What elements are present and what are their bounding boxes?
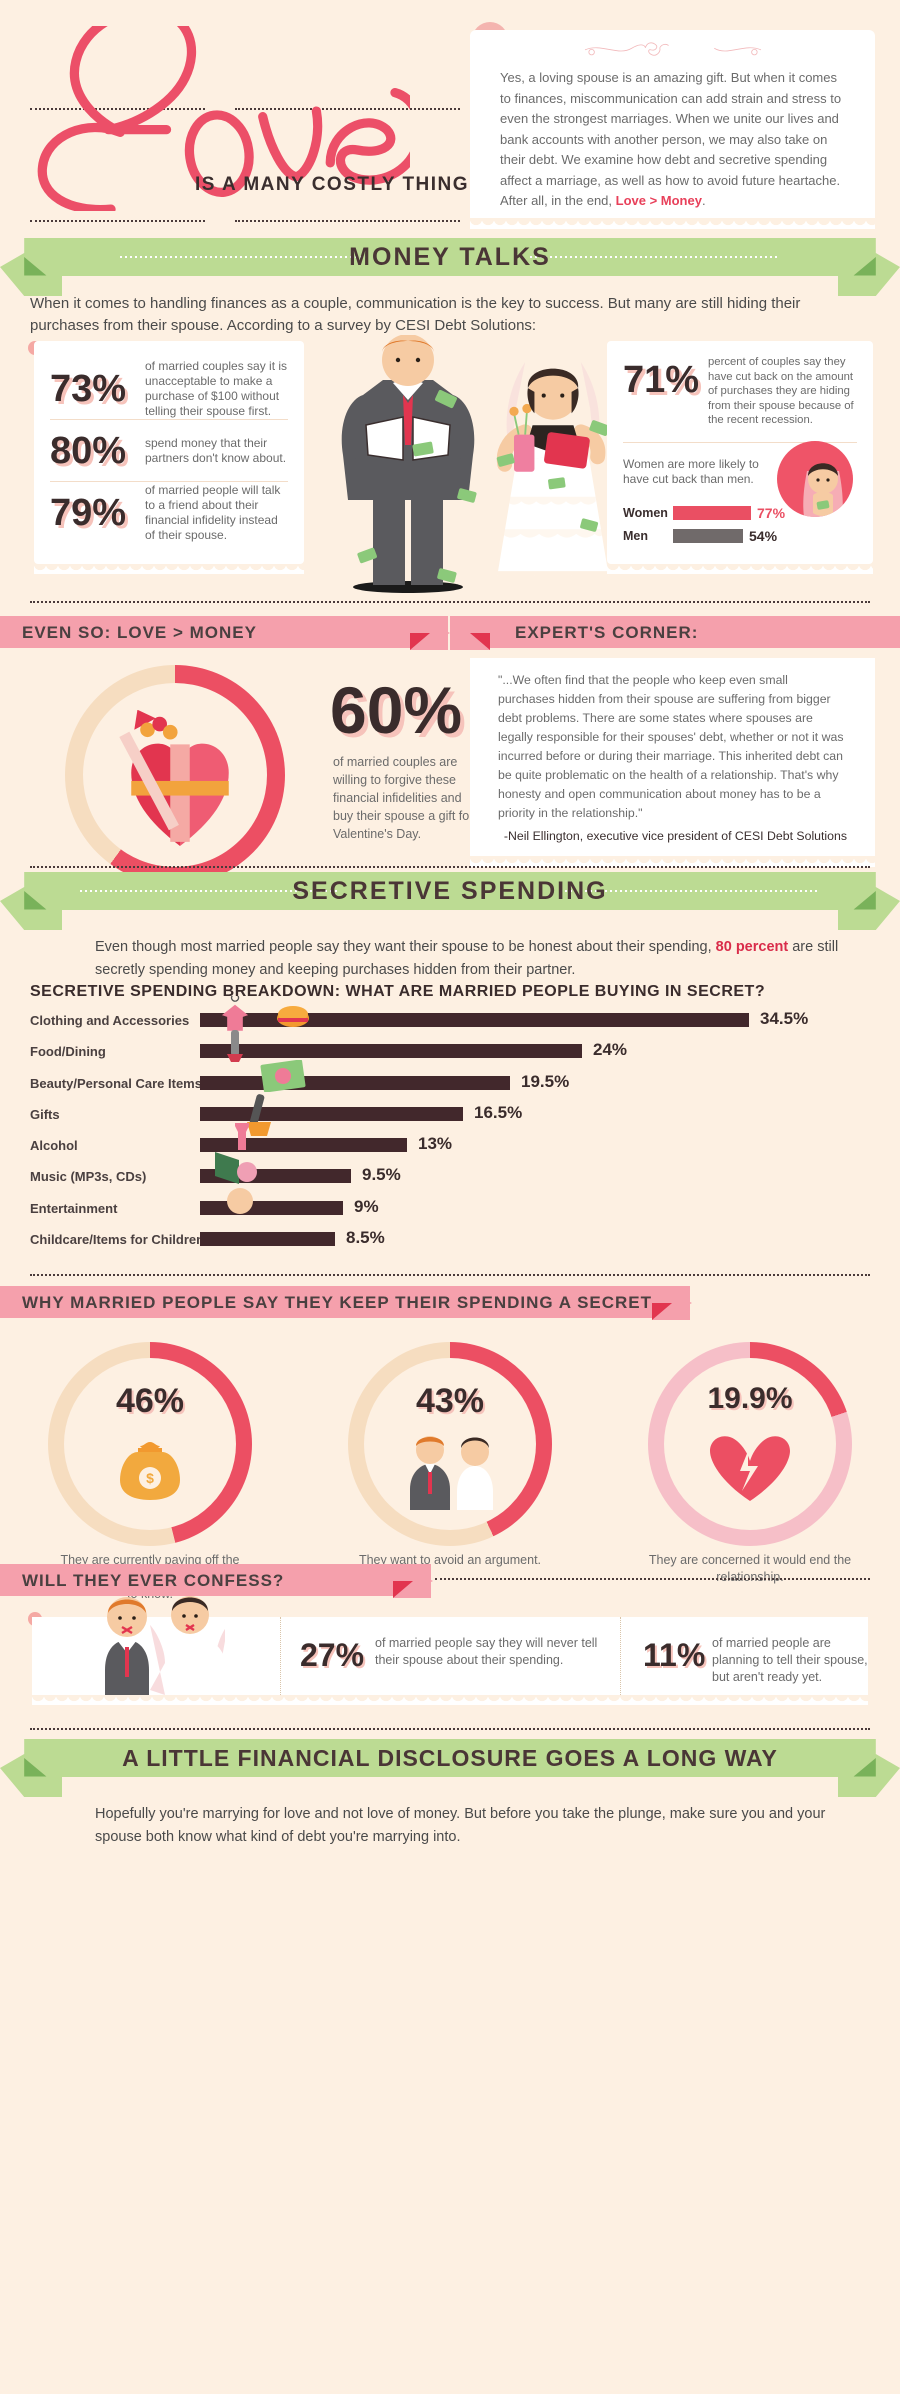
svg-text:A LITTLE FINANCIAL DISCLOSURE: A LITTLE FINANCIAL DISCLOSURE GOES A LON… — [122, 1745, 778, 1771]
svg-text:EVEN SO: LOVE > MONEY: EVEN SO: LOVE > MONEY — [22, 623, 257, 642]
svg-text:WILL THEY EVER CONFESS?: WILL THEY EVER CONFESS? — [22, 1571, 284, 1590]
svg-text:$: $ — [146, 1470, 154, 1486]
svg-text:EXPERT'S CORNER:: EXPERT'S CORNER: — [515, 623, 698, 642]
svg-text:SECRETIVE SPENDING: SECRETIVE SPENDING — [292, 877, 607, 905]
svg-text:MONEY TALKS: MONEY TALKS — [349, 243, 551, 271]
svg-text:WHY MARRIED PEOPLE SAY THEY KE: WHY MARRIED PEOPLE SAY THEY KEEP THEIR S… — [22, 1293, 652, 1312]
